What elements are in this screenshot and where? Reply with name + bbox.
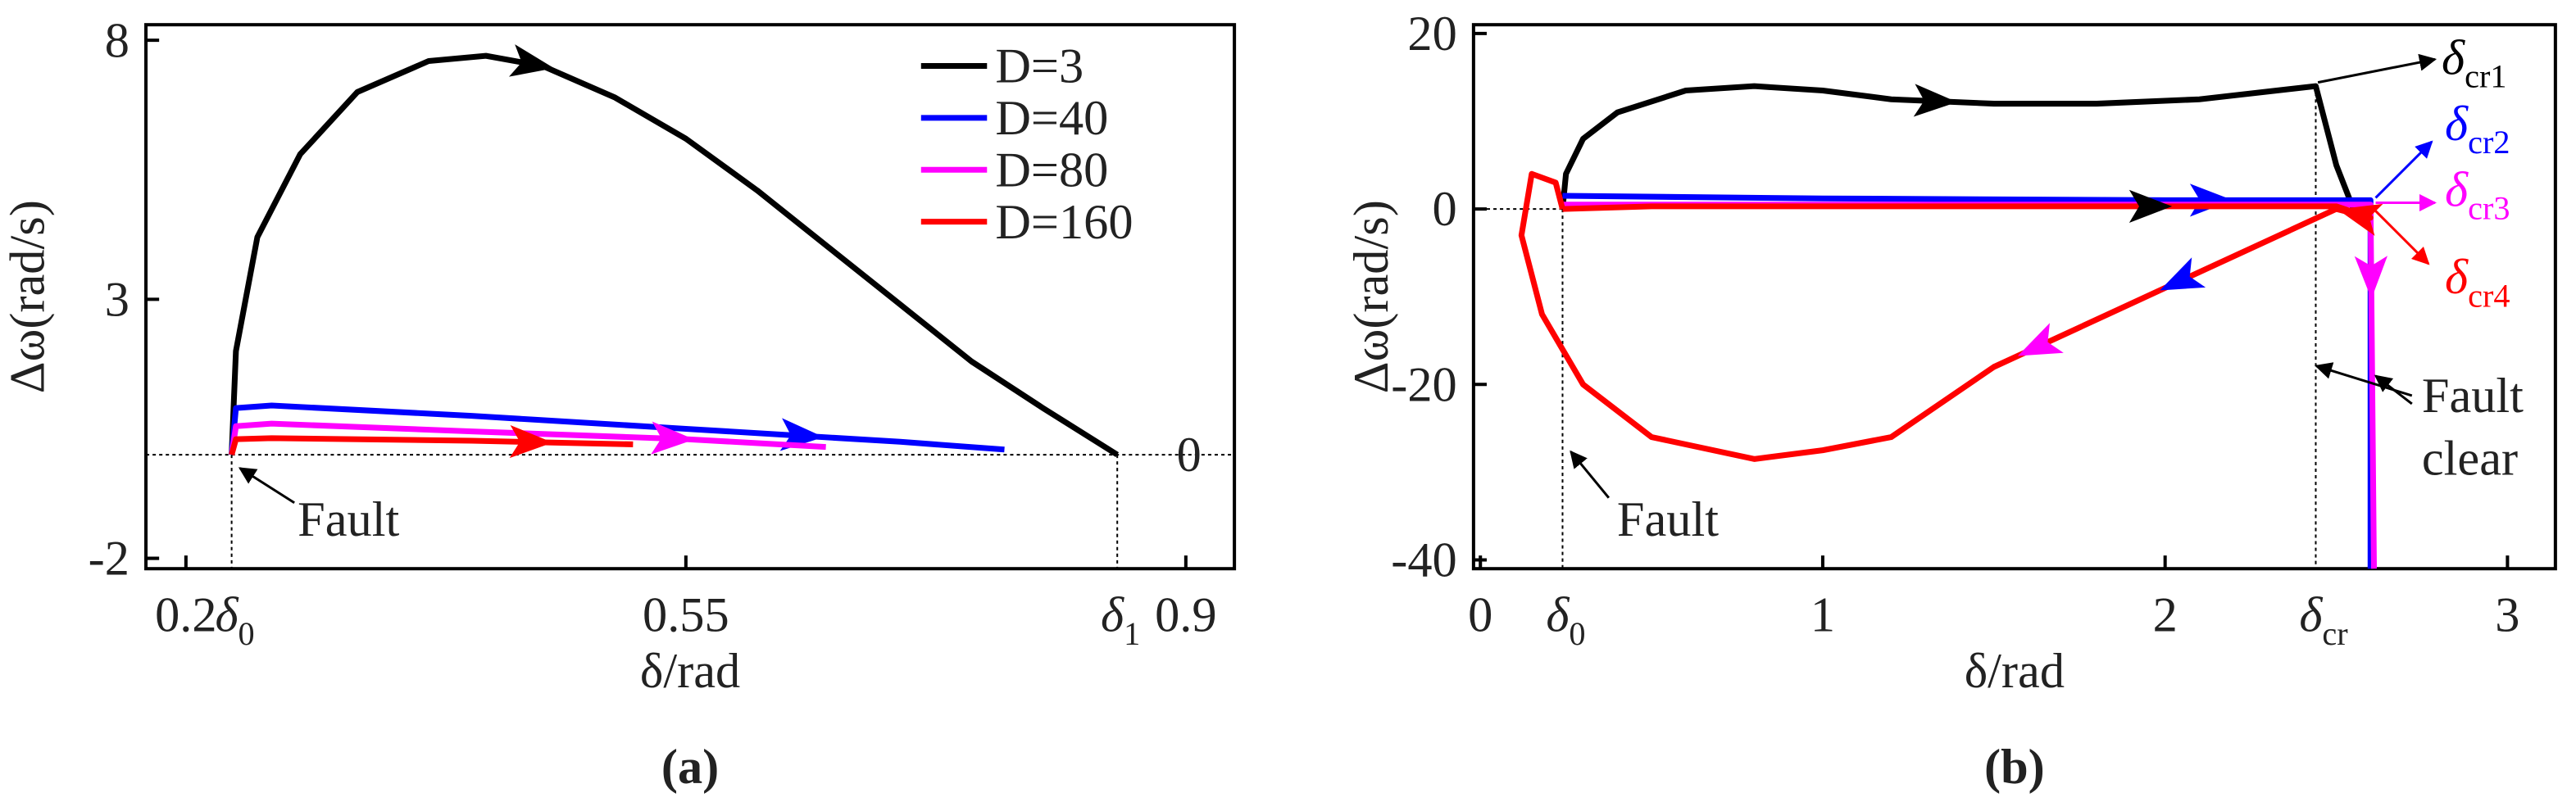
- plot-frame: [1471, 23, 2557, 571]
- y-tick-label: -40: [1391, 533, 1456, 588]
- marker-label-symbol: δ: [1101, 588, 1124, 643]
- annotation: δcr2: [2445, 97, 2510, 161]
- y-axis-label: Δω(rad/s): [1344, 200, 1399, 393]
- y-tick-label: 8: [105, 13, 129, 68]
- annotation: Fault: [1617, 492, 1719, 547]
- y-tick-label: -20: [1391, 357, 1456, 412]
- y-tick-label: 3: [105, 272, 129, 327]
- x-tick-label: 0.55: [643, 588, 729, 643]
- marker-label-subscript: 1: [1124, 615, 1140, 652]
- series-line: [229, 420, 826, 455]
- arrowhead: [1913, 84, 1957, 117]
- arrowhead: [509, 424, 553, 459]
- x-tick-label: 1: [1810, 588, 1835, 643]
- marker-label-subscript: 0: [1569, 615, 1585, 652]
- plot-frame: [144, 23, 1237, 571]
- y-axis-label: Δω(rad/s): [0, 200, 55, 393]
- annotation: clear: [2422, 432, 2518, 487]
- annotation: Fault: [298, 492, 399, 547]
- marker-label: δ0: [1546, 588, 1585, 652]
- legend-label: D=3: [995, 39, 1084, 94]
- x-tick-label: 2: [2153, 588, 2178, 643]
- marker-label-subscript: cr: [2322, 615, 2348, 652]
- marker-label-symbol: δ: [1546, 588, 1570, 643]
- annotation-arrow: [2374, 140, 2433, 199]
- annotation-arrow: [2317, 53, 2437, 84]
- annotation-arrow: [1570, 450, 1611, 499]
- annotation-symbol: δ: [2445, 163, 2469, 218]
- annotation: δcr4: [2445, 250, 2510, 314]
- x-tick-label: 3: [2495, 588, 2519, 643]
- marker-label: δcr: [2299, 588, 2348, 652]
- annotation-arrow: [2374, 374, 2413, 406]
- annotation-subscript: cr4: [2468, 277, 2510, 314]
- y-tick-label: 0: [1433, 182, 1457, 237]
- annotation-symbol: δ: [2445, 250, 2469, 305]
- legend-label: D=160: [995, 195, 1133, 250]
- annotation-arrow: [238, 467, 295, 504]
- arrowhead: [2128, 189, 2173, 224]
- arrowhead: [2337, 203, 2383, 236]
- annotation: δcr1: [2442, 31, 2506, 95]
- series-line: [229, 402, 1005, 455]
- series-line: [1518, 170, 2374, 462]
- x-tick-label: 0.2: [155, 588, 216, 643]
- annotation-subscript: cr2: [2468, 124, 2510, 161]
- series-line: [229, 435, 634, 456]
- annotation-arrow: [2315, 362, 2413, 397]
- series-line: [229, 52, 1120, 458]
- annotation-subscript: cr1: [2465, 58, 2506, 95]
- arrowhead: [651, 421, 695, 455]
- reference-label: 0: [1177, 428, 1202, 483]
- marker-label: δ1: [1101, 588, 1140, 652]
- arrowhead: [2017, 323, 2064, 356]
- x-tick-label: 0: [1468, 588, 1492, 643]
- legend-label: D=80: [995, 143, 1108, 197]
- arrowhead: [508, 44, 555, 77]
- annotation-subscript: cr3: [2468, 190, 2510, 227]
- x-tick-label: 0.9: [1155, 588, 1216, 643]
- marker-label-symbol: δ: [216, 588, 239, 643]
- annotation-arrow: [2374, 210, 2430, 265]
- legend-label: D=40: [995, 91, 1108, 146]
- annotation-symbol: δ: [2442, 31, 2465, 86]
- marker-label: δ0: [216, 588, 255, 652]
- y-tick-label: -2: [89, 532, 129, 587]
- annotation: δcr3: [2445, 163, 2510, 227]
- annotation: Fault: [2422, 369, 2524, 424]
- marker-label-subscript: 0: [239, 615, 255, 652]
- annotation-symbol: δ: [2445, 97, 2469, 152]
- y-tick-label: 20: [1407, 7, 1456, 61]
- x-axis-label: δ/rad: [1965, 644, 2065, 699]
- caption: (a): [661, 740, 719, 795]
- caption: (b): [1984, 740, 2045, 795]
- x-axis-label: δ/rad: [640, 644, 740, 699]
- arrowhead: [2354, 256, 2388, 299]
- arrowhead: [2160, 257, 2206, 291]
- marker-label-symbol: δ: [2299, 588, 2323, 643]
